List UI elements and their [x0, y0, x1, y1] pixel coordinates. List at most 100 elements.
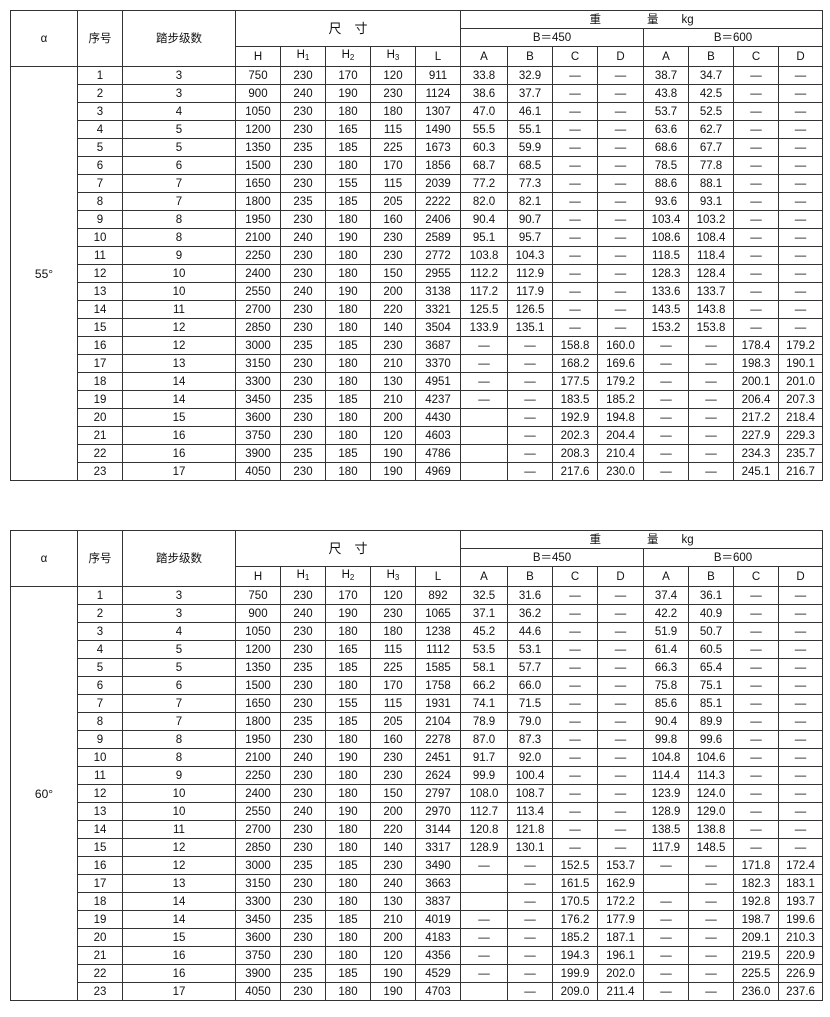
cell-no: 1	[77, 66, 123, 85]
cell-h: 3450	[235, 910, 281, 929]
cell-h: 3900	[235, 964, 281, 983]
cell-steps: 17	[122, 982, 236, 1001]
cell-w600-a: —	[643, 426, 690, 445]
table-row: 19 14 3450 235 185 210 4237— —183.5 185.2— —206.4…	[11, 390, 824, 409]
cell-h3: 200	[370, 408, 416, 427]
cell-w600-c: —	[733, 766, 780, 785]
cell-h3: 220	[370, 820, 416, 839]
cell-w450-a: 112.7	[460, 802, 509, 821]
cell-w600-b: 77.8	[688, 156, 735, 175]
cell-w450-c: —	[552, 766, 599, 785]
cell-h2: 180	[325, 462, 371, 481]
cell-w600-a: 114.4	[643, 766, 690, 785]
cell-w600-a: 90.4	[643, 712, 690, 731]
cell-w450-d: 179.2	[597, 372, 645, 391]
table-row: 22 16 3900 235 185 190 4786—208.3 210.4— —234.3 2…	[11, 444, 824, 463]
cell-w450-b: —	[507, 928, 554, 947]
cell-w450-a: 38.6	[460, 84, 509, 103]
cell-h3: 115	[370, 120, 416, 139]
cell-w600-b: 40.9	[688, 604, 735, 623]
cell-h1: 230	[280, 462, 326, 481]
table-row: 19 14 3450 235 185 210 4019— —176.2 177.9— —198.7…	[11, 910, 824, 929]
cell-steps: 11	[122, 300, 236, 319]
cell-w600-d: —	[778, 300, 824, 319]
cell-w450-d: —	[597, 640, 645, 659]
table-row: 13 10 2550 240 190 200 3138 117.2 117.9— —133.6 13…	[11, 282, 824, 301]
cell-w450-b: 57.7	[507, 658, 554, 677]
cell-w600-b: 129.0	[688, 802, 735, 821]
header-dim-l: L	[414, 566, 462, 587]
cell-h1: 235	[280, 658, 326, 677]
table-row: 8 7 1800 235 185 205 2222 82.0 82.1— —93.6 93.1— —	[11, 192, 824, 211]
alpha-cell: 55°	[10, 66, 78, 481]
cell-h2: 180	[325, 982, 371, 1001]
cell-steps: 6	[122, 676, 236, 695]
cell-w600-a: —	[643, 856, 690, 875]
cell-w600-a: 123.9	[643, 784, 690, 803]
cell-w450-d: —	[597, 192, 645, 211]
cell-w450-d: —	[597, 138, 645, 157]
cell-w600-b: 118.4	[688, 246, 735, 265]
cell-w450-d: —	[597, 282, 645, 301]
cell-h1: 230	[280, 300, 326, 319]
cell-w450-b: 36.2	[507, 604, 554, 623]
cell-w450-a: 112.2	[460, 264, 509, 283]
table-row: 17 13 3150 230 180 210 3370— —168.2 169.6— —198.3…	[11, 354, 824, 373]
cell-h2: 185	[325, 910, 371, 929]
cell-steps: 14	[122, 372, 236, 391]
table-row: 20 15 3600 230 180 200 4430—192.9 194.8— —217.2 2…	[11, 408, 824, 427]
cell-no: 6	[77, 156, 123, 175]
cell-w600-c: —	[733, 838, 780, 857]
cell-w450-a: 95.1	[460, 228, 509, 247]
cell-h3: 230	[370, 84, 416, 103]
cell-h3: 230	[370, 604, 416, 623]
cell-h3: 230	[370, 766, 416, 785]
cell-w450-b: —	[507, 354, 554, 373]
cell-w450-c: —	[552, 228, 599, 247]
cell-steps: 10	[122, 784, 236, 803]
cell-w600-d: —	[778, 282, 824, 301]
cell-h: 2400	[235, 264, 281, 283]
table-row: 6 6 1500 230 180 170 1856 68.7 68.5— —78.5 77.8— —	[11, 156, 824, 175]
cell-w600-a	[643, 874, 690, 893]
cell-l: 4529	[414, 964, 462, 983]
cell-w450-a	[460, 982, 509, 1001]
cell-w600-d: —	[778, 66, 824, 85]
cell-w600-c: —	[733, 300, 780, 319]
cell-l: 1238	[414, 622, 462, 641]
cell-h1: 230	[280, 820, 326, 839]
cell-h: 2550	[235, 802, 281, 821]
table-row: 21 16 3750 230 180 120 4603—202.3 204.4— —227.9 2…	[11, 426, 824, 445]
cell-steps: 7	[122, 174, 236, 193]
cell-l: 3138	[414, 282, 462, 301]
cell-w450-d: —	[597, 66, 645, 85]
cell-w600-c: —	[733, 84, 780, 103]
cell-w450-c: —	[552, 784, 599, 803]
cell-h2: 180	[325, 928, 371, 947]
cell-h2: 190	[325, 282, 371, 301]
cell-w450-b: 79.0	[507, 712, 554, 731]
cell-w600-d: —	[778, 120, 824, 139]
cell-l: 4430	[414, 408, 462, 427]
cell-h2: 165	[325, 120, 371, 139]
cell-w600-b: 99.6	[688, 730, 735, 749]
cell-w450-a: 77.2	[460, 174, 509, 193]
cell-no: 22	[77, 964, 123, 983]
header-weight-col: A	[460, 46, 509, 67]
cell-steps: 16	[122, 964, 236, 983]
cell-steps: 10	[122, 802, 236, 821]
cell-l: 1490	[414, 120, 462, 139]
cell-h1: 230	[280, 676, 326, 695]
cell-w450-d: 211.4	[597, 982, 645, 1001]
cell-h3: 190	[370, 964, 416, 983]
cell-w450-c: —	[552, 658, 599, 677]
cell-w600-c: —	[733, 748, 780, 767]
cell-w450-c: 202.3	[552, 426, 599, 445]
cell-steps: 8	[122, 210, 236, 229]
cell-steps: 14	[122, 892, 236, 911]
cell-w450-a: —	[460, 928, 509, 947]
cell-w450-c: 194.3	[552, 946, 599, 965]
cell-w450-d: —	[597, 604, 645, 623]
cell-h: 1200	[235, 640, 281, 659]
cell-h1: 230	[280, 982, 326, 1001]
